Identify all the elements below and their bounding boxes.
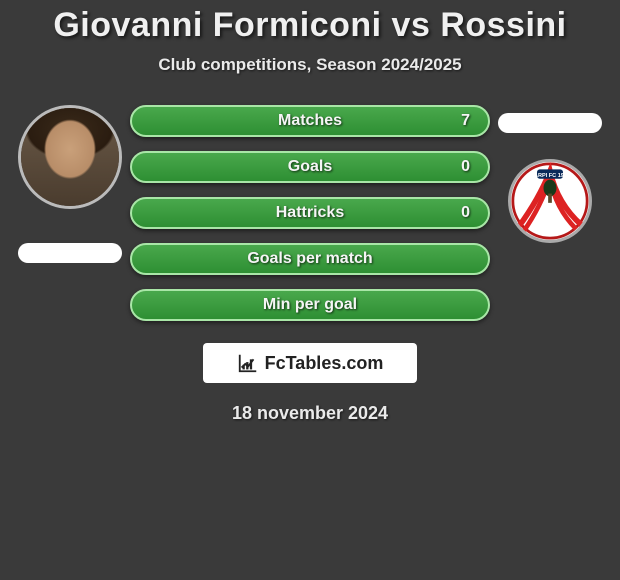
left-avatar [18,105,122,209]
brand-badge[interactable]: FcTables.com [203,343,417,383]
stat-pill-hattricks: Hattricks 0 [130,197,490,229]
stat-label: Matches [148,112,472,130]
stat-label: Goals [148,158,472,176]
crest-icon: CARPI FC 1909 [511,162,589,240]
subtitle: Club competitions, Season 2024/2025 [0,55,620,75]
stat-label: Min per goal [148,296,472,314]
stat-label: Hattricks [148,204,472,222]
stat-pill-mpg: Min per goal [130,289,490,321]
stat-value-right: 0 [461,204,470,222]
stat-value-right: 7 [461,112,470,130]
avatar-face [21,108,119,206]
brand-text: FcTables.com [265,353,384,374]
right-crest: CARPI FC 1909 [508,159,592,243]
stat-pill-matches: Matches 7 [130,105,490,137]
right-side: CARPI FC 1909 [490,105,610,243]
stat-pill-goals: Goals 0 [130,151,490,183]
stat-label: Goals per match [148,250,472,268]
left-side [10,105,130,263]
comparison-main: Matches 7 Goals 0 Hattricks 0 Goals per … [0,105,620,321]
left-flag [18,243,122,263]
chart-icon [237,352,259,374]
stat-value-right: 0 [461,158,470,176]
stat-pill-gpm: Goals per match [130,243,490,275]
right-flag [498,113,602,133]
svg-text:CARPI FC 1909: CARPI FC 1909 [530,173,570,179]
stats-column: Matches 7 Goals 0 Hattricks 0 Goals per … [130,105,490,321]
page-title: Giovanni Formiconi vs Rossini [0,6,620,45]
date-text: 18 november 2024 [0,403,620,424]
